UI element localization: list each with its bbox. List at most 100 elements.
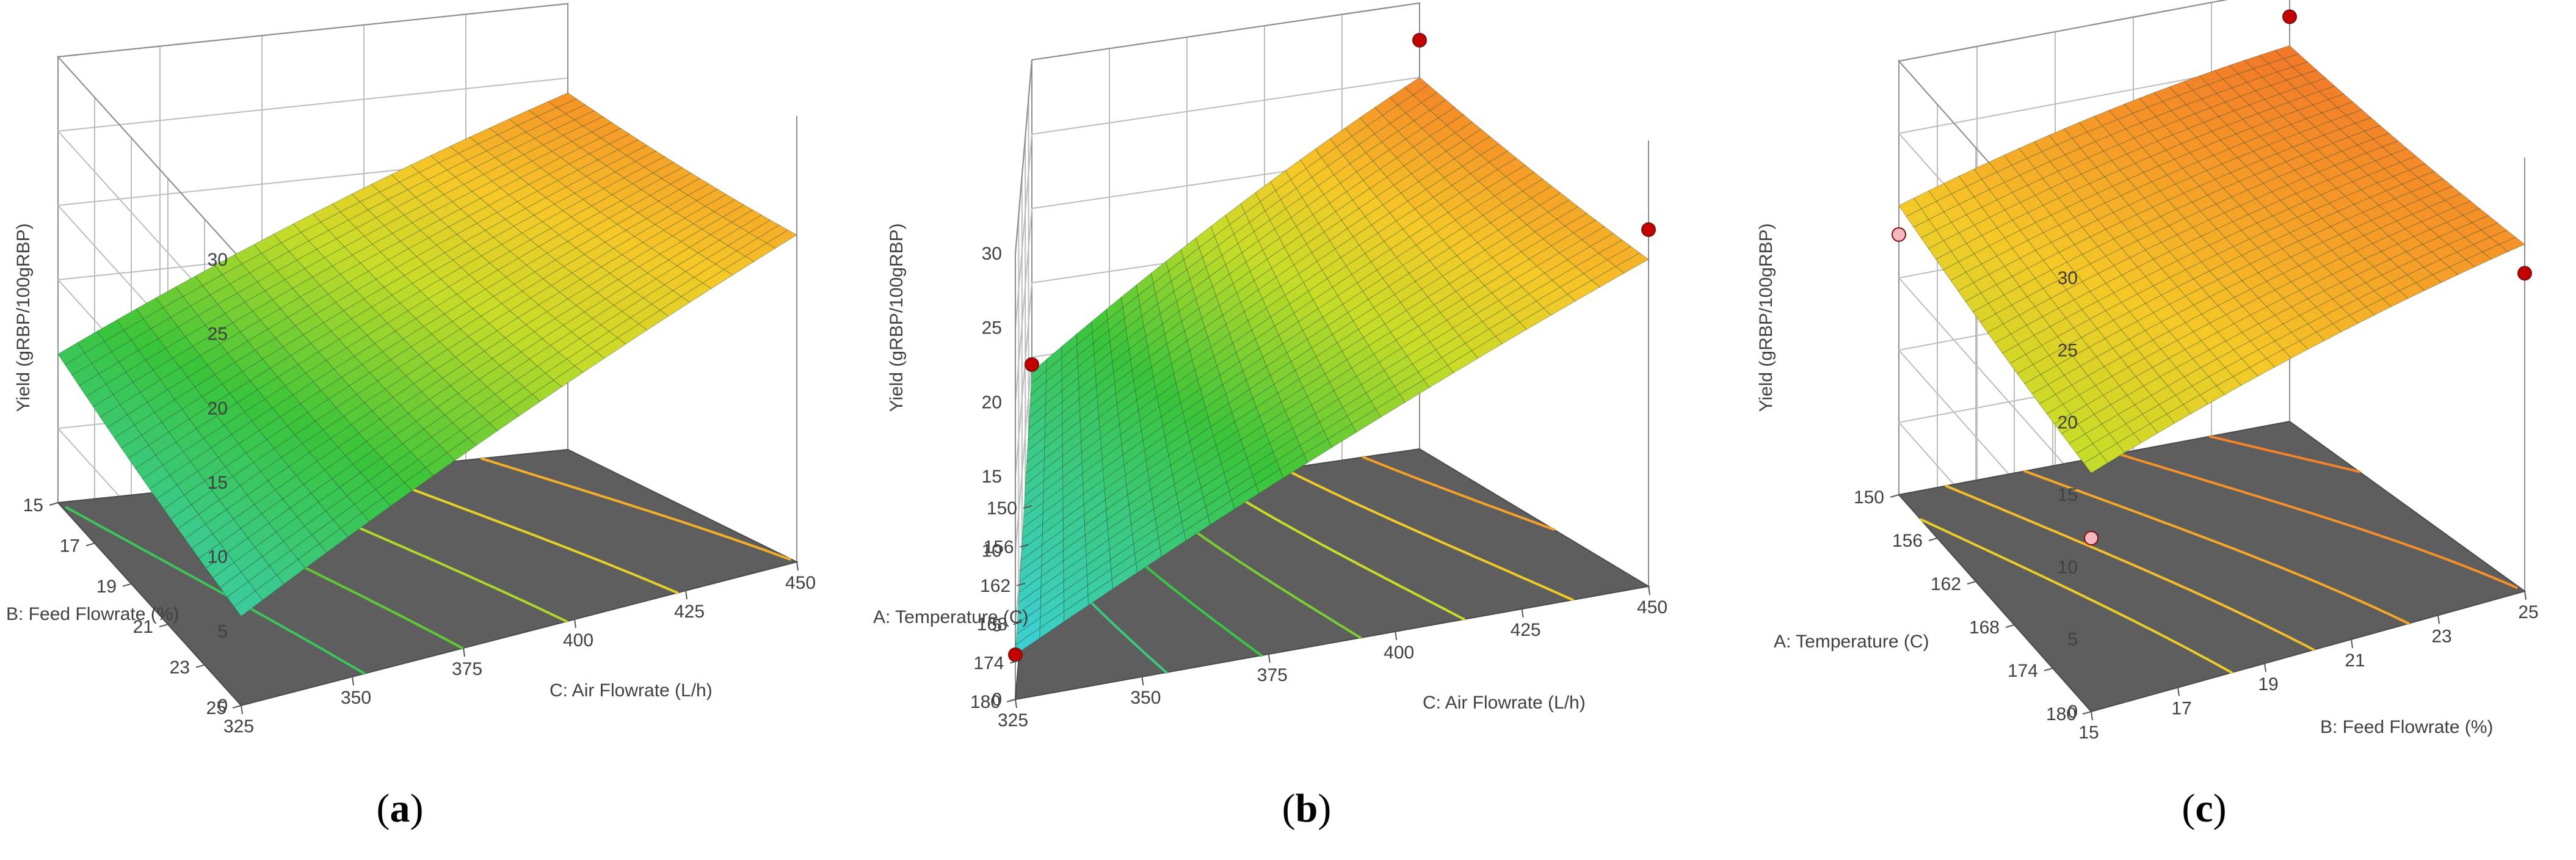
left-axis-tick-label: 162 [1931, 574, 1961, 594]
subpanel-label-close: ) [2213, 786, 2227, 831]
floor-contour-line [481, 457, 791, 561]
left-axis-tick-label: 17 [60, 536, 80, 556]
left-axis-tick-label: 168 [1969, 618, 2000, 638]
response-surface [1898, 45, 2525, 474]
left-axis-tick [2044, 668, 2053, 671]
right-axis-label: B: Feed Flowrate (%) [2320, 717, 2493, 737]
left-axis-tick [232, 705, 242, 709]
subpanel-label-open: ( [377, 786, 390, 831]
left-axis-tick [1016, 582, 1026, 586]
left-axis-tick-label: 15 [23, 495, 43, 516]
subpanel-label: (c) [2182, 786, 2226, 831]
left-axis-tick-label: 19 [96, 577, 117, 597]
design-point-marker [1025, 357, 1039, 372]
subpanel-label-letter: c [2195, 786, 2213, 831]
right-axis-label: C: Air Flowrate (L/h) [1423, 693, 1586, 713]
right-axis-tick-label: 425 [674, 602, 705, 622]
right-axis-tick [1648, 586, 1650, 596]
z-tick-label: 30 [208, 250, 228, 270]
left-axis-tick [2082, 711, 2092, 715]
floor-contour-line [2116, 452, 2518, 589]
right-axis-tick [241, 705, 243, 715]
response-surface [1015, 77, 1649, 655]
left-axis-tick-label: 150 [1854, 487, 1884, 508]
z-axis-label: Yield (gRBP/100gRBP) [887, 223, 907, 412]
z-tick-label: 10 [982, 541, 1002, 561]
right-axis-tick [1141, 676, 1144, 686]
subpanel-label-letter: a [390, 786, 410, 831]
right-axis-tick-label: 325 [998, 710, 1028, 731]
left-axis-label: A: Temperature (C) [1774, 632, 1929, 652]
chart-panel-c: 0510152025301501561621681741801517192123… [1756, 0, 2539, 743]
left-axis-tick [1013, 621, 1023, 625]
subpanel-label-close: ) [410, 786, 424, 831]
z-tick-label: 0 [2067, 702, 2078, 722]
left-axis-tick-label: 174 [2008, 661, 2038, 681]
right-axis-tick [1015, 699, 1017, 709]
subpanel-label: (a) [377, 786, 424, 831]
left-axis-tick [1890, 494, 1899, 498]
right-axis-tick-label: 425 [1511, 620, 1541, 640]
z-tick-label: 15 [2058, 485, 2078, 505]
subpanel-label: (b) [1282, 786, 1332, 831]
left-axis-tick [1967, 581, 1976, 585]
left-axis-tick-label: 162 [980, 576, 1010, 596]
right-axis-tick-label: 21 [2345, 650, 2365, 671]
subpanel-label-close: ) [1318, 786, 1331, 831]
floor-contour-line [2023, 470, 2410, 625]
design-point-marker [1412, 32, 1427, 48]
left-axis-label: B: Feed Flowrate (%) [6, 604, 179, 624]
right-axis-tick-label: 400 [1384, 643, 1414, 663]
left-axis-tick-label: 180 [2046, 704, 2077, 724]
z-tick-label: 20 [2058, 413, 2078, 433]
subpanel-label-open: ( [2182, 786, 2195, 831]
surface-cell [1615, 252, 1649, 274]
left-axis-tick [159, 624, 169, 628]
z-gridline [56, 77, 568, 335]
left-axis-tick-label: 180 [970, 692, 1001, 712]
z-tick-label: 20 [208, 398, 228, 418]
left-axis-label: A: Temperature (C) [873, 607, 1029, 627]
design-point-marker [1008, 647, 1023, 662]
z-tick-label: 10 [208, 547, 228, 567]
z-axis-label: Yield (gRBP/100gRBP) [1756, 223, 1776, 412]
left-axis-tick [1928, 538, 1938, 541]
right-axis-tick [2177, 687, 2180, 696]
right-axis-tick-label: 25 [2518, 602, 2538, 622]
left-axis-tick-label: 174 [973, 654, 1004, 674]
response-surface [57, 92, 797, 617]
z-tick-label: 10 [2058, 557, 2078, 577]
left-axis-tick [122, 583, 132, 587]
right-axis-tick-label: 450 [785, 573, 816, 593]
floor-contour-line [1945, 484, 2315, 651]
right-axis-tick [2437, 615, 2440, 624]
design-point-marker [1892, 227, 1906, 242]
left-axis-tick-label: 156 [1892, 531, 1923, 551]
right-axis-tick [2091, 711, 2093, 721]
box-top-frame [56, 3, 568, 260]
z-tick-label: 0 [992, 690, 1002, 710]
left-axis-tick [1010, 660, 1019, 664]
z-tick-label: 30 [982, 244, 1002, 264]
right-axis-tick-label: 400 [563, 630, 593, 650]
left-axis-tick-label: 156 [984, 537, 1014, 557]
right-axis-tick [1268, 654, 1271, 663]
floor-contour-line [2208, 435, 2360, 473]
z-tick-label: 20 [982, 392, 1002, 412]
left-axis-tick [195, 664, 205, 668]
left-axis-tick [49, 502, 59, 506]
right-axis-tick [1521, 608, 1524, 618]
left-axis-tick-label: 25 [206, 698, 227, 718]
design-point-marker [2282, 9, 2297, 24]
left-axis-tick-label: 150 [987, 498, 1017, 519]
z-tick-label: 5 [992, 615, 1002, 635]
left-axis-tick-label: 21 [133, 617, 153, 637]
z-tick-label: 30 [2058, 268, 2078, 288]
z-tick-label: 15 [208, 473, 228, 493]
box-top-frame [1015, 2, 1420, 254]
left-axis-tick-label: 168 [977, 614, 1007, 635]
right-axis-tick [2264, 663, 2266, 672]
right-axis-tick [574, 619, 576, 629]
right-axis-tick-label: 17 [2171, 699, 2191, 719]
right-axis-tick-label: 375 [452, 659, 482, 679]
